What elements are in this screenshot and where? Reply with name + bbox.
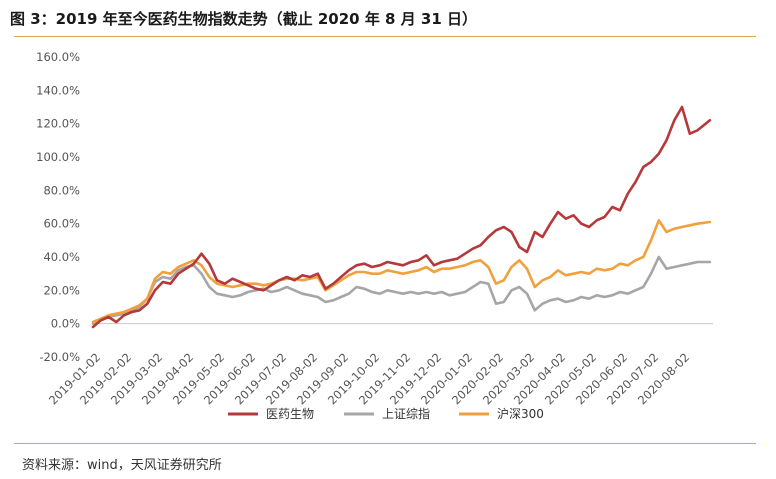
x-axis: 2019-01-022019-02-022019-03-022019-04-02… <box>46 323 713 407</box>
y-tick-label: -20.0% <box>39 350 80 364</box>
y-tick-label: 100.0% <box>36 150 80 164</box>
page-title: 图 3：2019 年至今医药生物指数走势（截止 2020 年 8 月 31 日） <box>10 10 478 28</box>
legend-label: 医药生物 <box>266 407 314 421</box>
y-tick-label: 20.0% <box>43 283 80 297</box>
series-line-1 <box>91 105 712 329</box>
y-tick-label: 0.0% <box>51 317 80 331</box>
y-axis-ticks: -20.0% 0.0% 20.0% 40.0% 60.0% 80.0% 100.0% 120.… <box>36 50 80 364</box>
y-tick-label: 160.0% <box>36 50 80 64</box>
source-note: 资料来源：wind，天风证券研究所 <box>22 458 222 473</box>
bottom-divider <box>14 443 756 444</box>
y-tick-label: 40.0% <box>43 250 80 264</box>
series-line-3 <box>91 219 712 324</box>
series-lines <box>91 105 712 329</box>
legend: 医药生物 上证综指 沪深300 <box>228 406 544 421</box>
series-line-2 <box>91 255 712 326</box>
line-chart: -20.0% 0.0% 20.0% 40.0% 60.0% 80.0% 100.0% 120.… <box>36 50 713 421</box>
y-tick-label: 120.0% <box>36 117 80 131</box>
legend-label: 沪深300 <box>497 407 544 421</box>
y-tick-label: 140.0% <box>36 83 80 97</box>
y-tick-label: 80.0% <box>43 183 80 197</box>
legend-label: 上证综指 <box>382 406 430 421</box>
y-tick-label: 60.0% <box>43 217 80 231</box>
top-divider <box>14 36 756 37</box>
